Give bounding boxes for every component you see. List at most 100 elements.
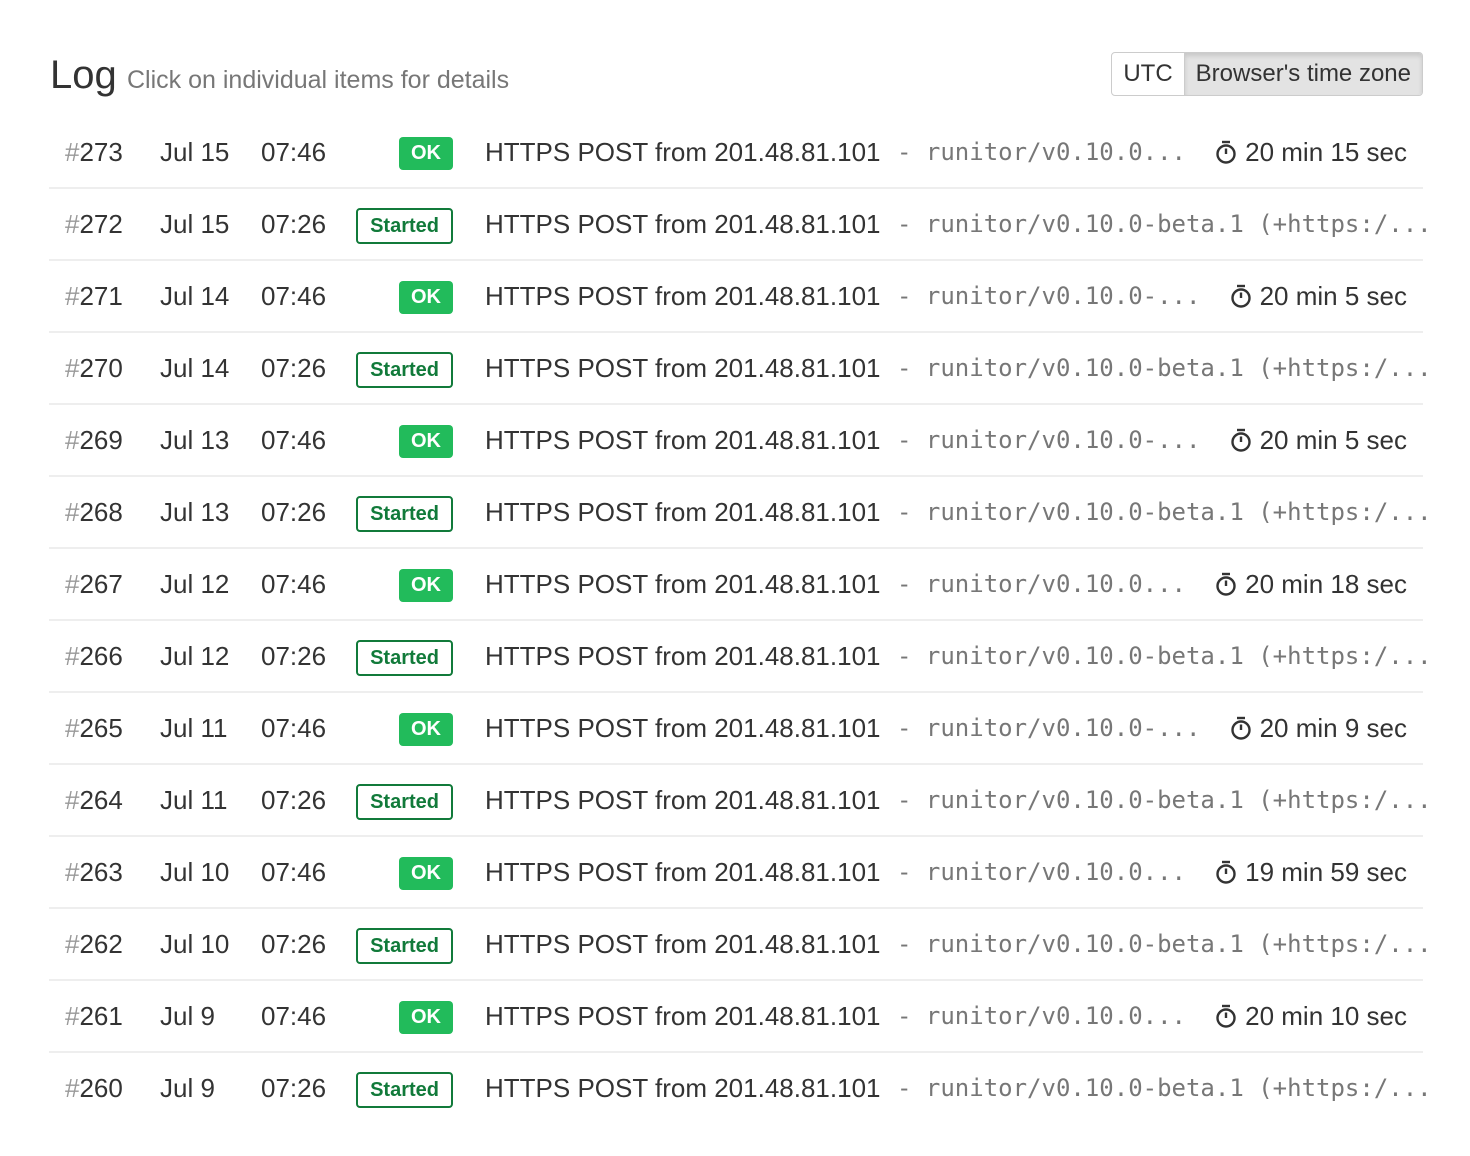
status-badge: Started [356,208,453,244]
log-row[interactable]: #266 Jul 12 07:26 Started HTTPS POST from 20… [49,621,1432,693]
log-row[interactable]: #262 Jul 10 07:26 Started HTTPS POST from 20… [49,909,1432,981]
user-agent: - runitor/v0.10.0-beta.1 (+https:/... [897,210,1432,238]
timezone-toggle[interactable]: UTC Browser's time zone [1111,52,1423,96]
page-subtitle: Click on individual items for details [127,66,510,94]
duration: 20 min 5 sec [1230,261,1407,331]
status-badge: Started [356,640,453,676]
user-agent: - runitor/v0.10.0... [897,138,1186,166]
event-number: #261 [65,1001,123,1031]
status-badge: OK [399,137,453,170]
event-message: HTTPS POST from 201.48.81.101 [485,209,881,239]
event-date: Jul 15 [160,209,230,239]
user-agent: - runitor/v0.10.0-beta.1 (+https:/... [897,1074,1432,1102]
event-number: #265 [65,713,123,743]
event-time: 07:26 [261,785,327,815]
user-agent: - runitor/v0.10.0-beta.1 (+https:/... [897,498,1432,526]
event-number: #264 [65,785,123,815]
event-message: HTTPS POST from 201.48.81.101 [485,1001,881,1031]
status-badge: OK [399,281,453,314]
event-message: HTTPS POST from 201.48.81.101 [485,425,881,455]
event-time: 07:46 [261,857,327,887]
event-number: #260 [65,1073,123,1103]
event-date: Jul 11 [160,785,228,815]
status-badge: Started [356,1072,453,1108]
event-time: 07:46 [261,281,327,311]
event-time: 07:26 [261,929,327,959]
user-agent: - runitor/v0.10.0-beta.1 (+https:/... [897,930,1432,958]
event-date: Jul 14 [160,353,230,383]
status-badge: OK [399,857,453,890]
user-agent: - runitor/v0.10.0... [897,570,1186,598]
event-time: 07:26 [261,641,327,671]
log-row[interactable]: #261 Jul 9 07:46 OK HTTPS POST from 201.48.8… [49,981,1423,1053]
log-row[interactable]: #265 Jul 11 07:46 OK HTTPS POST from 201.48.… [49,693,1423,765]
event-time: 07:46 [261,137,327,167]
duration: 20 min 10 sec [1215,981,1407,1051]
event-date: Jul 12 [160,641,230,671]
stopwatch-icon [1230,281,1260,311]
browser-timezone-button[interactable]: Browser's time zone [1183,53,1422,95]
event-number: #268 [65,497,123,527]
event-number: #263 [65,857,123,887]
event-time: 07:46 [261,713,327,743]
event-number: #272 [65,209,123,239]
log-row[interactable]: #272 Jul 15 07:26 Started HTTPS POST from 20… [49,189,1432,261]
event-time: 07:46 [261,425,327,455]
event-date: Jul 12 [160,569,230,599]
duration: 20 min 15 sec [1215,117,1407,187]
duration: 20 min 18 sec [1215,549,1407,619]
event-date: Jul 13 [160,497,230,527]
event-date: Jul 13 [160,425,230,455]
event-time: 07:46 [261,1001,327,1031]
event-message: HTTPS POST from 201.48.81.101 [485,497,881,527]
user-agent: - runitor/v0.10.0-... [897,282,1201,310]
user-agent: - runitor/v0.10.0-... [897,426,1201,454]
stopwatch-icon [1215,569,1245,599]
event-date: Jul 14 [160,281,230,311]
duration: 20 min 5 sec [1230,405,1407,475]
log-row[interactable]: #270 Jul 14 07:26 Started HTTPS POST from 20… [49,333,1432,405]
event-message: HTTPS POST from 201.48.81.101 [485,713,881,743]
event-time: 07:26 [261,497,327,527]
log-row[interactable]: #269 Jul 13 07:46 OK HTTPS POST from 201.48.… [49,405,1423,477]
event-number: #267 [65,569,123,599]
log-row[interactable]: #268 Jul 13 07:26 Started HTTPS POST from 20… [49,477,1432,549]
stopwatch-icon [1215,857,1245,887]
event-date: Jul 10 [160,857,230,887]
event-date: Jul 9 [160,1001,215,1031]
status-badge: Started [356,496,453,532]
log-header: Log Click on individual items for detail… [50,52,1423,102]
stopwatch-icon [1215,137,1245,167]
event-date: Jul 10 [160,929,230,959]
stopwatch-icon [1215,1001,1245,1031]
log-row[interactable]: #271 Jul 14 07:46 OK HTTPS POST from 201.48.… [49,261,1423,333]
event-message: HTTPS POST from 201.48.81.101 [485,641,881,671]
event-message: HTTPS POST from 201.48.81.101 [485,857,881,887]
event-message: HTTPS POST from 201.48.81.101 [485,569,881,599]
log-row[interactable]: #273 Jul 15 07:46 OK HTTPS POST from 201.48.… [49,117,1423,189]
event-message: HTTPS POST from 201.48.81.101 [485,137,881,167]
event-number: #271 [65,281,123,311]
event-date: Jul 9 [160,1073,215,1103]
log-row[interactable]: #267 Jul 12 07:46 OK HTTPS POST from 201.48.… [49,549,1423,621]
user-agent: - runitor/v0.10.0-beta.1 (+https:/... [897,786,1432,814]
status-badge: OK [399,569,453,602]
event-time: 07:26 [261,353,327,383]
log-row[interactable]: #263 Jul 10 07:46 OK HTTPS POST from 201.48.… [49,837,1423,909]
page-title: Log [50,53,117,97]
status-badge: OK [399,425,453,458]
event-time: 07:46 [261,569,327,599]
event-message: HTTPS POST from 201.48.81.101 [485,353,881,383]
user-agent: - runitor/v0.10.0... [897,858,1186,886]
log-row[interactable]: #264 Jul 11 07:26 Started HTTPS POST from 20… [49,765,1432,837]
user-agent: - runitor/v0.10.0-beta.1 (+https:/... [897,354,1432,382]
stopwatch-icon [1230,713,1260,743]
event-number: #269 [65,425,123,455]
status-badge: Started [356,352,453,388]
duration: 19 min 59 sec [1215,837,1407,907]
event-number: #273 [65,137,123,167]
log-row[interactable]: #260 Jul 9 07:26 Started HTTPS POST from 201… [49,1053,1432,1123]
utc-button[interactable]: UTC [1123,60,1173,87]
user-agent: - runitor/v0.10.0... [897,1002,1186,1030]
event-date: Jul 11 [160,713,228,743]
